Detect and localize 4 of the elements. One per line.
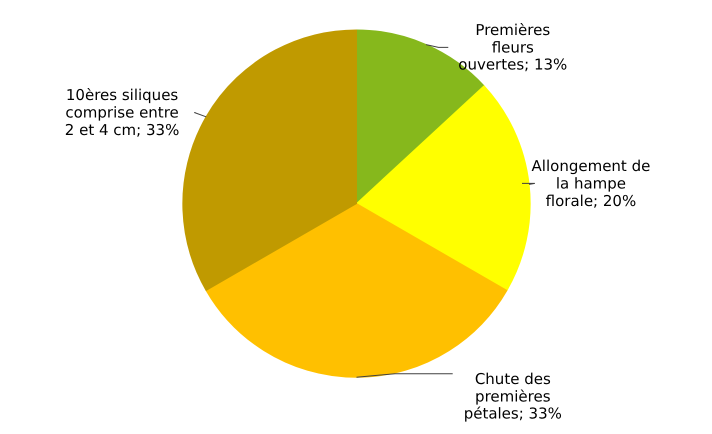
slice-label: Chute des premières pétales; 33% (464, 370, 562, 423)
slice-label: Premières fleurs ouvertes; 13% (458, 21, 568, 74)
slice-label: 10ères siliques comprise entre 2 et 4 cm; 33% (64, 86, 180, 139)
slice-label: Allongement de la hampe florale; 20% (532, 157, 650, 210)
